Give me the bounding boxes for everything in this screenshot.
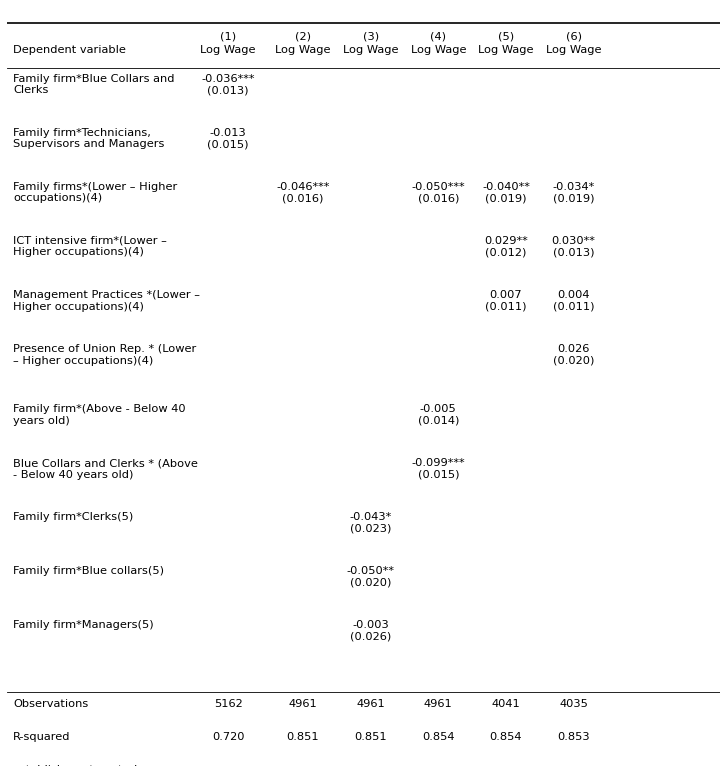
Text: 0.029**
(0.012): 0.029** (0.012) xyxy=(484,236,528,257)
Text: establishment controls: establishment controls xyxy=(13,765,143,766)
Text: 0.854: 0.854 xyxy=(490,732,522,742)
Text: 4041: 4041 xyxy=(491,699,521,709)
Text: 0.007
(0.011): 0.007 (0.011) xyxy=(485,290,527,312)
Text: Family firm*Clerks(5): Family firm*Clerks(5) xyxy=(13,512,133,522)
Text: 0.853: 0.853 xyxy=(558,732,590,742)
Text: R-squared: R-squared xyxy=(13,732,71,742)
Text: -0.050***
(0.016): -0.050*** (0.016) xyxy=(411,182,465,204)
Text: -0.003
(0.026): -0.003 (0.026) xyxy=(350,620,391,642)
Text: ICT intensive firm*(Lower –
Higher occupations)(4): ICT intensive firm*(Lower – Higher occup… xyxy=(13,236,166,257)
Text: Family firm*Blue collars(5): Family firm*Blue collars(5) xyxy=(13,566,164,576)
Text: Observations: Observations xyxy=(13,699,88,709)
Text: 0.026
(0.020): 0.026 (0.020) xyxy=(553,344,595,365)
Text: 0.720: 0.720 xyxy=(212,732,244,742)
Text: Log Wage: Log Wage xyxy=(478,45,534,55)
Text: 0.851: 0.851 xyxy=(354,732,387,742)
Text: (3): (3) xyxy=(363,31,379,41)
Text: 0.851: 0.851 xyxy=(286,732,319,742)
Text: -0.099***
(0.015): -0.099*** (0.015) xyxy=(411,458,465,480)
Text: -0.013
(0.015): -0.013 (0.015) xyxy=(207,128,249,149)
Text: no: no xyxy=(566,765,581,766)
Text: (6): (6) xyxy=(566,31,582,41)
Text: 4961: 4961 xyxy=(356,699,385,709)
Text: Log Wage: Log Wage xyxy=(411,45,466,55)
Text: 4961: 4961 xyxy=(424,699,453,709)
Text: 4961: 4961 xyxy=(289,699,317,709)
Text: no: no xyxy=(499,765,513,766)
Text: Log Wage: Log Wage xyxy=(276,45,331,55)
Text: -0.046***
(0.016): -0.046*** (0.016) xyxy=(276,182,329,204)
Text: -0.036***
(0.013): -0.036*** (0.013) xyxy=(201,74,255,95)
Text: no: no xyxy=(431,765,446,766)
Text: (1): (1) xyxy=(220,31,236,41)
Text: Log Wage: Log Wage xyxy=(343,45,398,55)
Text: Presence of Union Rep. * (Lower
– Higher occupations)(4): Presence of Union Rep. * (Lower – Higher… xyxy=(13,344,196,365)
Text: Family firm*Managers(5): Family firm*Managers(5) xyxy=(13,620,153,630)
Text: (5): (5) xyxy=(498,31,514,41)
Text: Family firm*Blue Collars and
Clerks: Family firm*Blue Collars and Clerks xyxy=(13,74,174,95)
Text: Blue Collars and Clerks * (Above
- Below 40 years old): Blue Collars and Clerks * (Above - Below… xyxy=(13,458,198,480)
Text: Dependent variable: Dependent variable xyxy=(13,45,126,55)
Text: 0.030**
(0.013): 0.030** (0.013) xyxy=(552,236,595,257)
Text: 0.004
(0.011): 0.004 (0.011) xyxy=(553,290,595,312)
Text: 0.854: 0.854 xyxy=(422,732,454,742)
Text: Log Wage: Log Wage xyxy=(546,45,601,55)
Text: Family firm*Technicians,
Supervisors and Managers: Family firm*Technicians, Supervisors and… xyxy=(13,128,164,149)
Text: -0.005
(0.014): -0.005 (0.014) xyxy=(417,404,459,426)
Text: Log Wage: Log Wage xyxy=(201,45,256,55)
Text: -0.050**
(0.020): -0.050** (0.020) xyxy=(347,566,395,588)
Text: Management Practices *(Lower –
Higher occupations)(4): Management Practices *(Lower – Higher oc… xyxy=(13,290,200,312)
Text: no: no xyxy=(364,765,378,766)
Text: -0.034*
(0.019): -0.034* (0.019) xyxy=(553,182,595,204)
Text: (2): (2) xyxy=(295,31,311,41)
Text: -0.040**
(0.019): -0.040** (0.019) xyxy=(482,182,530,204)
Text: no: no xyxy=(296,765,310,766)
Text: Family firms*(Lower – Higher
occupations)(4): Family firms*(Lower – Higher occupations… xyxy=(13,182,177,204)
Text: Family firm*(Above - Below 40
years old): Family firm*(Above - Below 40 years old) xyxy=(13,404,185,426)
Text: 5162: 5162 xyxy=(214,699,243,709)
Text: (4): (4) xyxy=(430,31,446,41)
Text: -0.043*
(0.023): -0.043* (0.023) xyxy=(350,512,392,534)
Text: 4035: 4035 xyxy=(559,699,588,709)
Text: yes: yes xyxy=(218,765,238,766)
